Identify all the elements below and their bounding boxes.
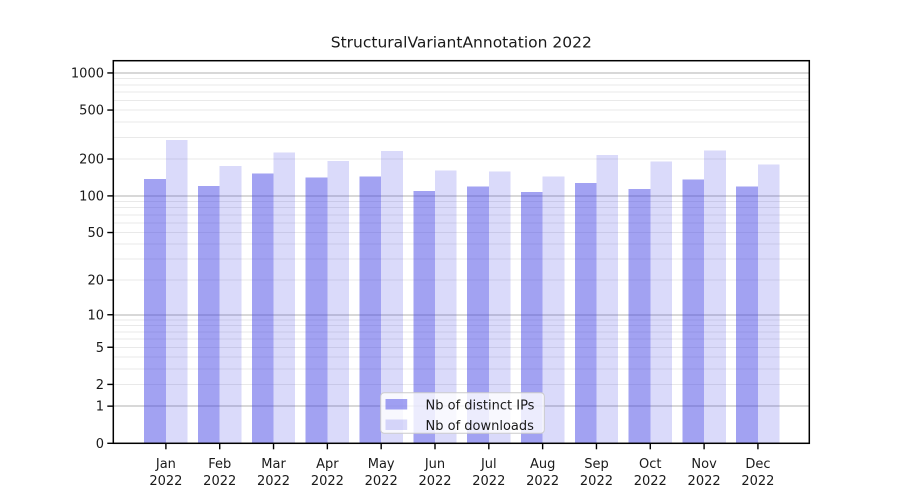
bar-nov-downloads xyxy=(704,150,726,444)
legend-label-distinct-ips: Nb of distinct IPs xyxy=(426,399,535,414)
x-tick-label-month-aug: Aug xyxy=(530,457,555,472)
bar-apr-distinct-ips xyxy=(305,177,328,444)
bar-oct-distinct-ips xyxy=(628,188,651,444)
bar-mar-distinct-ips xyxy=(251,173,274,444)
bar-sep-distinct-ips xyxy=(574,183,597,444)
x-tick-label-month-jun: Jun xyxy=(424,457,445,472)
x-tick-label-month-jan: Jan xyxy=(155,457,176,472)
x-tick-label-month-oct: Oct xyxy=(639,457,661,472)
y-tick-label-500: 500 xyxy=(79,104,104,119)
x-tick-label-month-dec: Dec xyxy=(745,457,770,472)
y-tick-label-10: 10 xyxy=(87,308,104,323)
y-tick-label-2: 2 xyxy=(96,378,104,393)
x-tick-label-year-aug: 2022 xyxy=(526,474,559,489)
x-tick-label-month-may: May xyxy=(368,457,395,472)
x-tick-label-year-mar: 2022 xyxy=(257,474,290,489)
bar-nov-distinct-ips xyxy=(682,179,705,444)
bar-aug-distinct-ips xyxy=(520,191,543,444)
bar-feb-distinct-ips xyxy=(198,186,220,444)
x-tick-label-year-jan: 2022 xyxy=(149,474,182,489)
y-tick-label-200: 200 xyxy=(79,153,104,168)
bar-dec-downloads xyxy=(757,164,780,444)
y-tick-label-0: 0 xyxy=(96,437,104,452)
bar-dec-distinct-ips xyxy=(736,186,758,444)
bar-feb-downloads xyxy=(219,165,242,444)
bar-mar-downloads xyxy=(273,152,296,444)
x-tick-label-month-nov: Nov xyxy=(691,457,717,472)
x-tick-label-month-mar: Mar xyxy=(261,457,286,472)
y-tick-label-1000: 1000 xyxy=(71,66,104,81)
x-tick-label-year-nov: 2022 xyxy=(688,474,721,489)
bar-may-downloads xyxy=(381,150,403,444)
x-tick-label-month-feb: Feb xyxy=(208,457,231,472)
chart-title: StructuralVariantAnnotation 2022 xyxy=(331,34,592,52)
x-tick-label-month-apr: Apr xyxy=(316,457,339,472)
bar-jan-distinct-ips xyxy=(144,178,166,444)
x-tick-label-year-may: 2022 xyxy=(365,474,398,489)
y-tick-label-20: 20 xyxy=(87,274,104,289)
bar-apr-downloads xyxy=(327,161,350,444)
y-tick-label-1: 1 xyxy=(96,400,104,415)
x-tick-label-year-dec: 2022 xyxy=(741,474,774,489)
bar-oct-downloads xyxy=(650,161,672,444)
legend-swatch-distinct-ips xyxy=(385,399,408,410)
legend-box xyxy=(380,392,545,434)
bar-jun-downloads xyxy=(435,170,457,444)
y-tick-label-50: 50 xyxy=(87,226,104,241)
y-tick-label-5: 5 xyxy=(96,341,104,356)
legend: Nb of distinct IPs Nb of downloads xyxy=(380,392,545,434)
legend-swatch-downloads xyxy=(385,419,408,430)
bar-jul-distinct-ips xyxy=(467,186,489,444)
axes: 0 1 2 5 10 20 50 100 200 500 1000 Jan 2022 Feb 2022 Mar… xyxy=(71,66,775,489)
bar-jul-downloads xyxy=(488,171,511,444)
bar-jan-downloads xyxy=(165,139,188,444)
x-tick-label-year-apr: 2022 xyxy=(311,474,344,489)
x-tick-label-month-sep: Sep xyxy=(584,457,609,472)
bar-sep-downloads xyxy=(596,154,619,444)
bar-may-distinct-ips xyxy=(359,176,382,444)
x-tick-label-year-oct: 2022 xyxy=(634,474,667,489)
x-tick-label-year-jul: 2022 xyxy=(472,474,505,489)
bar-aug-downloads xyxy=(542,176,565,444)
x-tick-label-month-jul: Jul xyxy=(480,457,497,472)
x-tick-label-year-jun: 2022 xyxy=(418,474,451,489)
x-tick-label-year-feb: 2022 xyxy=(203,474,236,489)
legend-label-downloads: Nb of downloads xyxy=(426,419,535,434)
bars xyxy=(144,139,780,444)
bar-jun-distinct-ips xyxy=(413,190,435,444)
x-tick-label-year-sep: 2022 xyxy=(580,474,613,489)
plot-border xyxy=(112,59,811,445)
y-tick-label-100: 100 xyxy=(79,189,104,204)
